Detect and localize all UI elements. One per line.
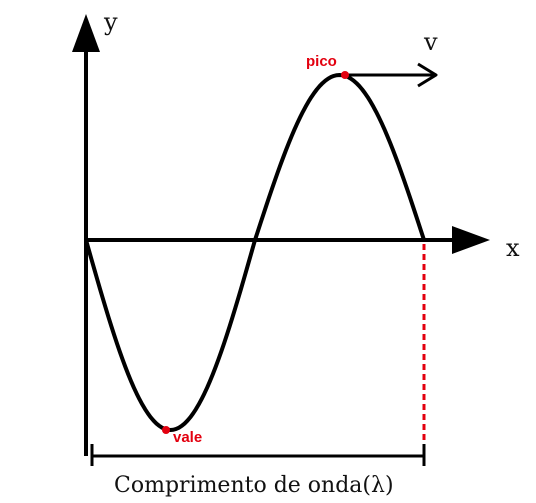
sine-wave	[84, 73, 426, 432]
velocity-label: v	[423, 28, 438, 56]
wavelength-caption: Comprimento de onda(λ)	[114, 473, 394, 498]
trough-label: vale	[173, 429, 202, 446]
peak-dot	[341, 71, 349, 79]
x-axis-arrowhead	[452, 226, 490, 254]
velocity-arrow-head	[417, 62, 438, 88]
peak-label: pico	[306, 53, 337, 70]
x-axis-label: x	[506, 234, 520, 262]
y-axis-arrowhead	[72, 14, 100, 52]
trough-dot	[162, 426, 170, 434]
y-axis-label: y	[103, 8, 118, 36]
